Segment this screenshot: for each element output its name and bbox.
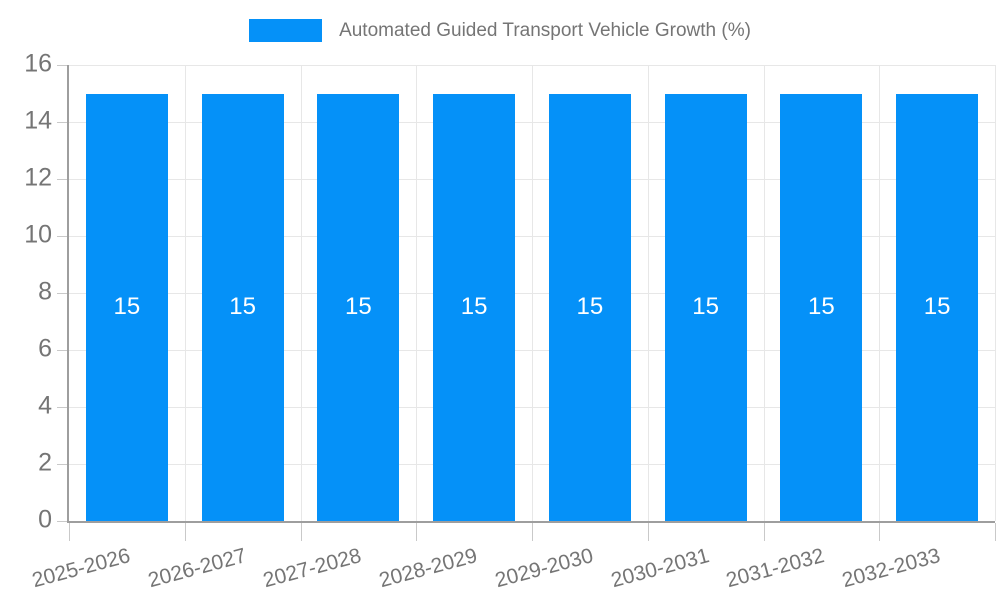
y-axis-tick (57, 464, 67, 465)
bar-value-label: 15 (345, 293, 372, 321)
y-axis-tick (57, 236, 67, 237)
gridline-vertical (647, 65, 649, 521)
y-axis-tick-label: 4 (38, 391, 52, 420)
legend[interactable]: Automated Guided Transport Vehicle Growt… (0, 19, 1000, 42)
bar-value-label: 15 (113, 293, 141, 321)
y-axis-tick (57, 521, 67, 522)
x-axis-tick (763, 523, 765, 541)
x-axis-tick (532, 523, 533, 541)
gridline-vertical (416, 65, 418, 521)
bar-2030-2031[interactable]: 15 (664, 93, 747, 521)
y-axis-tick-label: 12 (24, 163, 52, 192)
y-axis-tick-label: 16 (24, 49, 52, 78)
y-axis-tick-label: 14 (24, 106, 52, 135)
y-axis-tick-label: 6 (38, 334, 52, 363)
gridline-vertical (532, 65, 533, 521)
y-axis-tick (57, 350, 67, 351)
x-axis-tick (69, 523, 70, 541)
y-axis-tick (57, 122, 67, 123)
y-axis-tick-label: 0 (38, 505, 52, 534)
y-axis-tick (57, 293, 67, 294)
bar-2029-2030[interactable]: 15 (548, 93, 631, 521)
y-axis-tick-label: 10 (24, 220, 52, 249)
bar-value-label: 15 (576, 293, 604, 321)
gridline-vertical (300, 65, 302, 521)
y-axis-line (67, 65, 69, 523)
x-axis-tick (647, 523, 649, 541)
x-axis-tick (995, 523, 996, 541)
bar-value-label: 15 (692, 293, 719, 321)
legend-label: Automated Guided Transport Vehicle Growt… (339, 19, 751, 41)
x-axis-tick (184, 523, 186, 541)
x-axis-line (67, 521, 995, 523)
gridline-vertical (184, 65, 186, 521)
plot-area: 0 2 4 6 8 10 12 14 16 15 2025-2026 15 2026-2027 15 202… (24, 51, 996, 592)
bar-value-label: 15 (923, 293, 951, 321)
bar-2025-2026[interactable]: 15 (85, 93, 168, 521)
bar-2026-2027[interactable]: 15 (201, 93, 284, 521)
y-axis-tick (57, 407, 67, 408)
bar-value-label: 15 (808, 293, 835, 321)
bar-2031-2032[interactable]: 15 (780, 93, 863, 521)
y-axis-tick-label: 8 (38, 277, 52, 306)
gridline-vertical (879, 65, 881, 521)
bar-2032-2033[interactable]: 15 (896, 93, 979, 521)
bar-value-label: 15 (460, 293, 488, 321)
x-axis-tick (879, 523, 881, 541)
gridline-vertical (763, 65, 765, 521)
y-axis-tick-label: 2 (38, 448, 52, 477)
x-axis-tick (416, 523, 418, 541)
gridline-vertical (995, 65, 996, 521)
x-axis-tick (300, 523, 302, 541)
legend-swatch-icon (249, 19, 323, 42)
y-axis-tick (57, 179, 67, 180)
y-axis-tick (57, 65, 67, 66)
bar-2027-2028[interactable]: 15 (317, 93, 400, 521)
bar-2028-2029[interactable]: 15 (433, 93, 516, 521)
bar-value-label: 15 (229, 293, 256, 321)
